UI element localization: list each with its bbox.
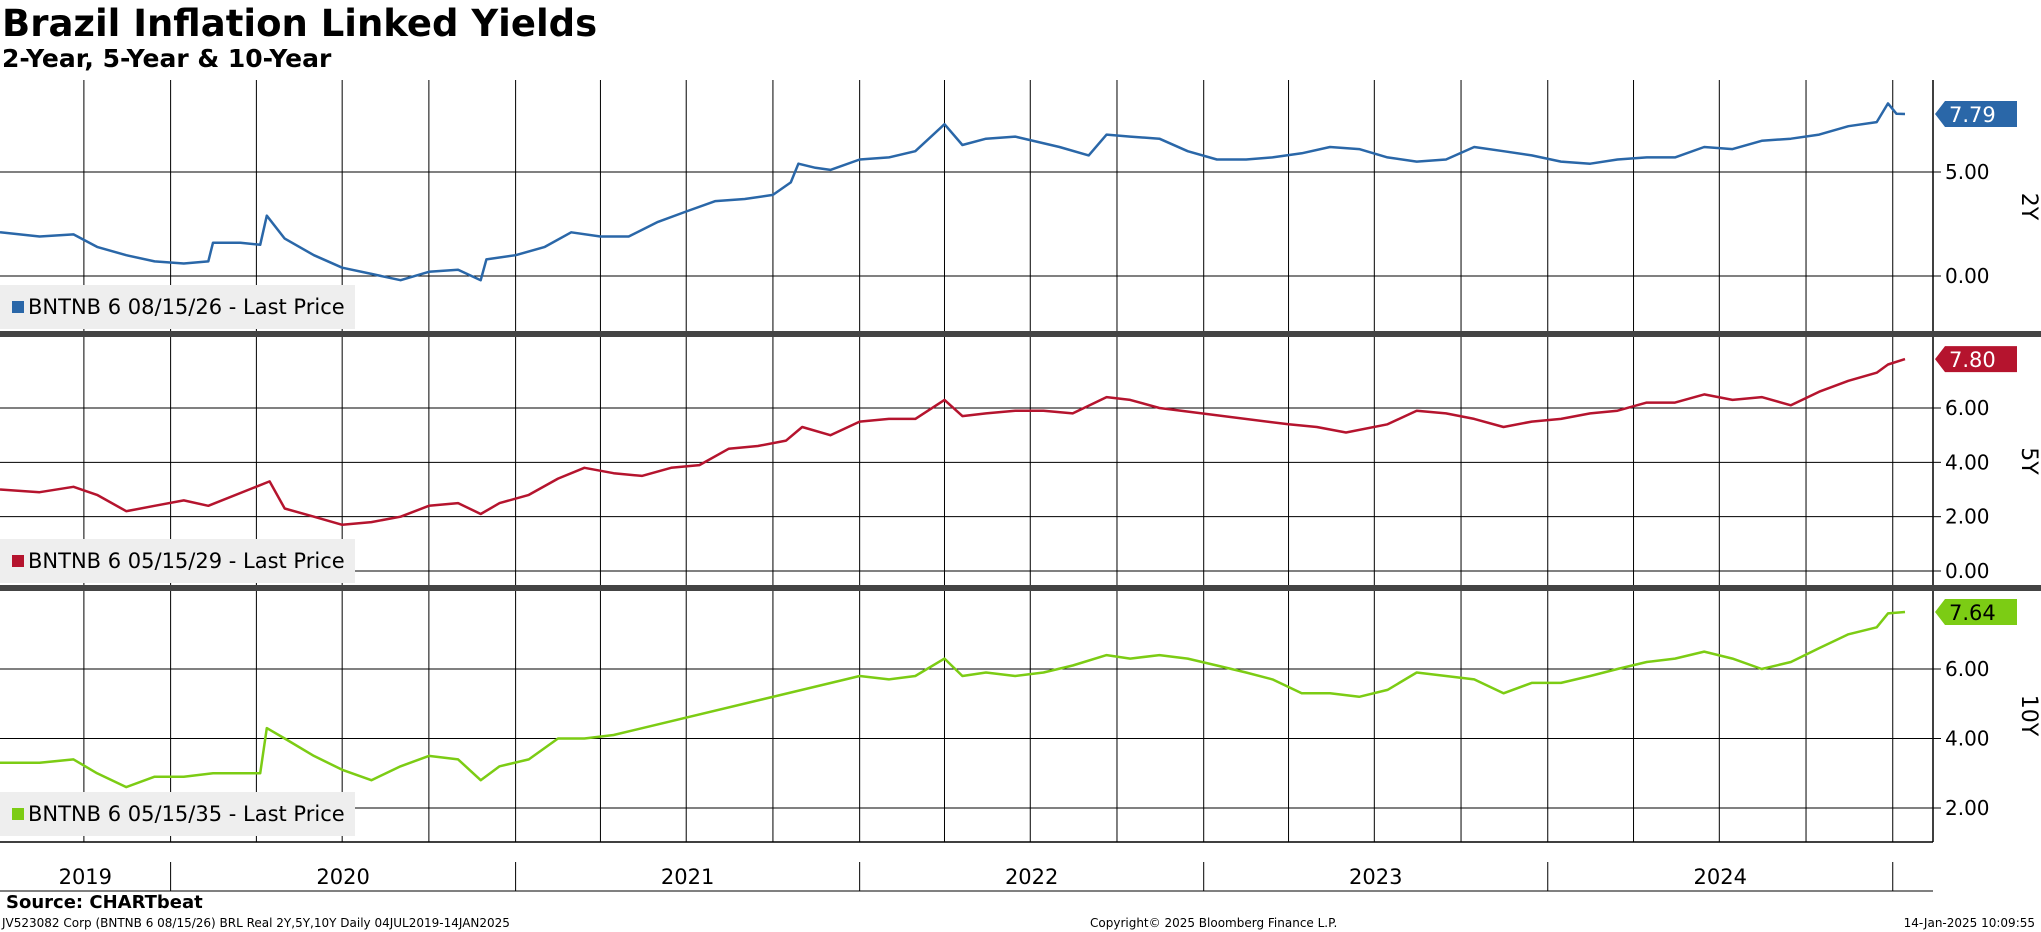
panel-2y: 0.00 5.00 7.79 2Y (0, 80, 2041, 333)
legend-2y-label: BNTNB 6 08/15/26 - Last Price (28, 295, 345, 319)
legend-5y-label: BNTNB 6 05/15/29 - Last Price (28, 549, 345, 573)
y-tick-label: 5.00 (1945, 160, 1990, 184)
panel-10y: 2.00 4.00 6.00 7.64 10Y (0, 589, 2041, 842)
x-axis: 2019 2020 2021 2022 2023 2024 (0, 841, 1933, 892)
y-tick-label: 6.00 (1945, 657, 1990, 681)
last-value-tag-bg (1935, 100, 2017, 127)
x-tick-label-2021: 2021 (661, 865, 714, 889)
legend-5y: BNTNB 6 05/15/29 - Last Price (0, 539, 355, 583)
panel-name-2y: 2Y (2016, 193, 2041, 221)
series-line-10y (0, 610, 1906, 789)
legend-10y-swatch (12, 808, 24, 820)
last-value-tag-bg (1935, 346, 2017, 373)
chart-subtitle: 2-Year, 5-Year & 10-Year (2, 44, 332, 73)
y-tick-label: 2.00 (1945, 505, 1990, 529)
footer-timestamp: 14-Jan-2025 10:09:55 (1903, 916, 2035, 930)
y-tick-label: 4.00 (1945, 727, 1990, 751)
legend-10y: BNTNB 6 05/15/35 - Last Price (0, 792, 355, 836)
footer-copyright: Copyright© 2025 Bloomberg Finance L.P. (1090, 916, 1338, 930)
series-line-5y (0, 357, 1906, 527)
y-tick-label: 0.00 (1945, 559, 1990, 583)
series-line-2y (0, 102, 1906, 282)
legend-2y: BNTNB 6 08/15/26 - Last Price (0, 285, 355, 329)
panel-separator (0, 585, 2041, 591)
x-tick-label-2022: 2022 (1005, 865, 1058, 889)
x-tick-label-2024: 2024 (1694, 865, 1747, 889)
y-tick-label: 2.00 (1945, 796, 1990, 820)
panel-separator (0, 331, 2041, 337)
last-value-tag-10y: 7.64 (1935, 599, 2017, 626)
last-value-tag-5y: 7.80 (1935, 346, 2017, 373)
panel-5y: 0.00 2.00 4.00 6.00 7.80 5Y (0, 335, 2041, 587)
panel-name-10y: 10Y (2016, 695, 2041, 737)
x-tick-label-2020: 2020 (316, 865, 369, 889)
x-tick-label-2019: 2019 (59, 865, 112, 889)
footer-info: JV523082 Corp (BNTNB 6 08/15/26) BRL Rea… (2, 916, 510, 930)
last-value-label: 7.64 (1949, 601, 1996, 625)
legend-2y-swatch (12, 301, 24, 313)
last-value-tag-2y: 7.79 (1935, 100, 2017, 127)
y-tick-label: 0.00 (1945, 264, 1990, 288)
last-value-label: 7.80 (1949, 348, 1996, 372)
panel-name-5y: 5Y (2016, 447, 2041, 475)
legend-5y-swatch (12, 555, 24, 567)
last-value-label: 7.79 (1949, 103, 1996, 127)
x-tick-label-2023: 2023 (1349, 865, 1402, 889)
legend-10y-label: BNTNB 6 05/15/35 - Last Price (28, 802, 345, 826)
chart-title: Brazil Inflation Linked Yields (2, 2, 598, 45)
source-note: Source: CHARTbeat (6, 892, 203, 913)
y-tick-label: 6.00 (1945, 396, 1990, 420)
vertical-gridlines (83, 80, 1894, 842)
last-value-tag-bg (1935, 599, 2017, 626)
y-tick-label: 4.00 (1945, 450, 1990, 474)
